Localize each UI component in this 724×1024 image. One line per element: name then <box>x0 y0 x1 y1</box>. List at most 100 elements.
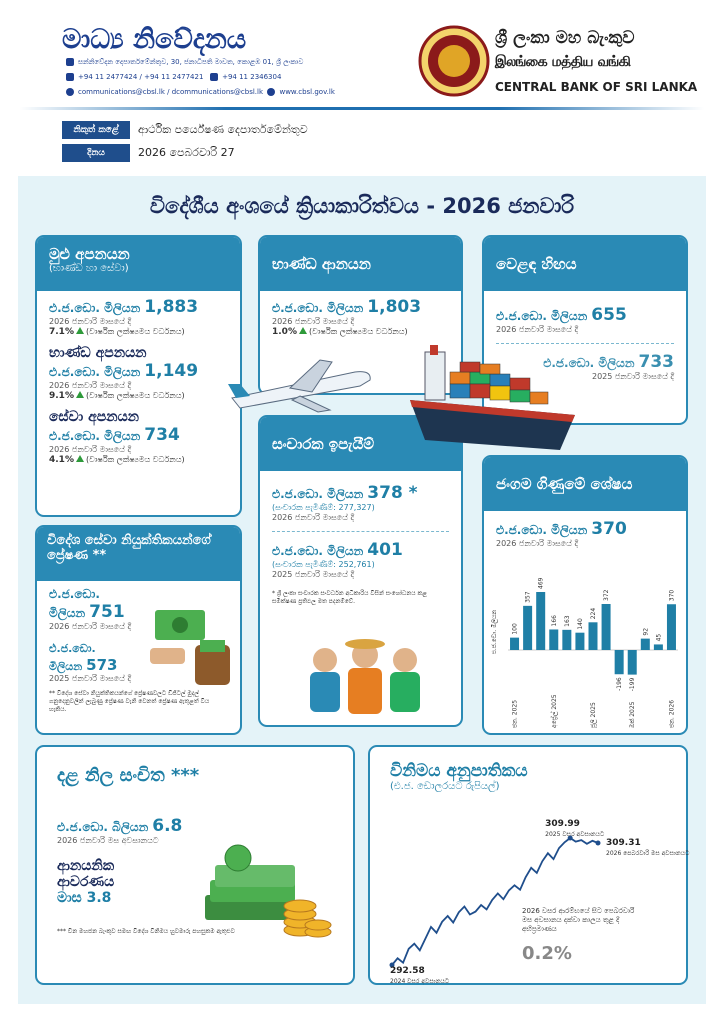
heading: භාණ්ඩ ආනයන <box>272 255 371 273</box>
growth: 4.1% (වාර්ෂික ලක්ෂ්‍යමය වර්ධනය) <box>49 455 228 465</box>
unit: එ.ජ.ඩො. මිලියන <box>49 301 141 315</box>
value-line: එ.ජ.ඩො. මිලියන 734 <box>49 425 228 445</box>
panel-header: විදේශ සේවා නියුක්තිකයන්ගේ ප්‍රේෂණ ** <box>37 527 240 581</box>
value-line: එ.ජ.ඩො. මිලියන 1,883 <box>49 297 228 317</box>
value: 734 <box>144 425 180 445</box>
unit: එ.ජ.ඩො. මිලියන <box>272 301 364 315</box>
growth-value: 1.0% <box>272 327 297 337</box>
heading: සංචාරක ඉපැයීම් <box>272 435 375 453</box>
period: 2026 ජනවාරි මාසයේ දී <box>49 622 132 631</box>
growth-note: (වාර්ෂික ලක්ෂ්‍යමය වර්ධනය) <box>308 327 408 336</box>
cover-value: මාස 3.8 <box>57 890 112 906</box>
tourism-panel: සංචාරක ඉපැයීම් එ.ජ.ඩො. මිලියන 378 * (සංචා… <box>258 415 463 727</box>
heading: විනිමය අනුපාතිකය <box>390 761 528 781</box>
release-title: මාධ්‍ය නිවේදනය <box>62 24 247 55</box>
unit: එ.ජ.ඩො. මිලියන <box>49 587 100 620</box>
growth: 9.1% (වාර්ෂික ලක්ෂ්‍යමය වර්ධනය) <box>49 391 228 401</box>
period: 2025 ජනවාරි මාසයේ දී <box>272 570 355 579</box>
heading: දළ නිල සංචිත *** <box>57 765 200 786</box>
value-line: එ.ජ.ඩො. මිලියන 378 * <box>272 483 449 503</box>
subheading: (එ.ජ. ඩොලරයට රුපියල්) <box>390 781 500 792</box>
trade-deficit-panel: වෙළඳ හිඟය එ.ජ.ඩො. මිලියන 655 2026 ජනවාරි … <box>482 235 688 425</box>
heading: ජංගම ගිණුමේ ශේෂය <box>496 475 633 493</box>
phone: +94 11 2477424 / +94 11 2477421 +94 11 2… <box>66 73 281 81</box>
header-rule <box>20 107 704 110</box>
period: 2026 ජනවාරි මාසයේ දී <box>496 325 579 334</box>
exports-panel: මුළු අපනයන (භාණ්ඩ හා සේවා) එ.ජ.ඩො. මිලියන… <box>35 235 242 517</box>
unit: එ.ජ.ඩො. මිලියන <box>496 309 588 323</box>
growth-value: 7.1% <box>49 327 74 337</box>
arrivals: (සංචාරක පැමිණීම්: 252,761) <box>272 560 375 569</box>
value-line: එ.ජ.ඩො. මිලියන 370 <box>496 519 674 539</box>
imports-panel: භාණ්ඩ ආනයන එ.ජ.ඩො. මිලියන 1,803 2026 ජනවා… <box>258 235 463 395</box>
arrivals: (සංචාරක පැමිණීම්: 277,327) <box>272 503 375 512</box>
period: 2025 ජනවාරි මාසයේ දී <box>591 372 674 381</box>
web-text: www.cbsl.gov.lk <box>279 88 335 96</box>
period: 2025 ජනවාරි මාසයේ දී <box>49 674 132 683</box>
heading: මුළු අපනයන <box>49 245 130 263</box>
value-line: එ.ජ.ඩො. බිලියන 6.8 <box>57 816 333 836</box>
period: 2026 ජනවාරි මස අවසානයට <box>57 836 159 845</box>
unit: එ.ජ.ඩො. මිලියන <box>49 365 141 379</box>
growth: 1.0% (වාර්ෂික ලක්ෂ්‍යමය වර්ධනය) <box>272 327 449 337</box>
panel-header: ජංගම ගිණුමේ ශේෂය <box>484 457 686 511</box>
value: 378 * <box>367 483 418 503</box>
value: 655 <box>591 305 627 325</box>
growth: 7.1% (වාර්ෂික ලක්ෂ්‍යමය වර්ධනය) <box>49 327 228 337</box>
phone-text: +94 11 2477424 / +94 11 2477421 <box>78 73 204 81</box>
value: 1,803 <box>367 297 422 317</box>
unit: එ.ජ.ඩො. මිලියන <box>496 523 588 537</box>
value: 1,883 <box>144 297 199 317</box>
sub-heading: භාණ්ඩ අපනයන <box>49 345 147 361</box>
value: 401 <box>367 540 403 560</box>
subheading: (භාණ්ඩ හා සේවා) <box>49 263 129 274</box>
unit: එ.ජ.ඩො. මිලියන <box>49 429 141 443</box>
period: 2026 ජනවාරි මාසයේ දී <box>272 317 355 326</box>
footnote: ** විදේශ සේවා නියුක්තිකයන්ගේ ප්‍රේෂණවලට … <box>49 690 210 713</box>
bank-name-ta: இலங்கை மத்திய வங்கி <box>495 54 632 70</box>
period: 2026 ජනවාරි මාසයේ දී <box>49 381 132 390</box>
panel-header: වෙළඳ හිඟය <box>484 237 686 291</box>
unit: එ.ජ.ඩො. මිලියන <box>49 642 96 673</box>
footnote: *** චීන මහජන බැංකුව සමඟ විදේශ විනිමය හුව… <box>57 928 235 935</box>
unit: එ.ජ.ඩො. මිලියන <box>543 356 635 370</box>
sub-heading: සේවා අපනයන <box>49 409 140 425</box>
contact: communications@cbsl.lk / dcommunications… <box>66 88 335 96</box>
cover-heading: ආනයනික ආවරණය <box>57 858 115 890</box>
period: 2026 ජනවාරි මාසයේ දී <box>49 445 132 454</box>
heading: වෙළඳ හිඟය <box>496 255 577 273</box>
exchange-rate-panel: විනිමය අනුපාතිකය (එ.ජ. ඩොලරයට රුපියල්) 2… <box>368 745 688 985</box>
value-line: එ.ජ.ඩො. මිලියන 733 <box>496 352 674 372</box>
value-line: එ.ජ.ඩො. මිලියන 751 <box>49 587 159 622</box>
heading: විදේශ සේවා නියුක්තිකයන්ගේ ප්‍රේෂණ ** <box>47 533 211 563</box>
unit: එ.ජ.ඩො. මිලියන <box>272 544 364 558</box>
growth-value: 4.1% <box>49 455 74 465</box>
footnote: * ශ්‍රී ලංකා සංචාරක සංවර්ධන අධිකාරිය විස… <box>272 590 427 605</box>
period: 2026 ජනවාරි මාසයේ දී <box>272 513 355 522</box>
address: සන්නිවේදන දෙපාර්තමේන්තුව, 30, ජනාධිපති ම… <box>66 58 303 67</box>
growth-note: (වාර්ෂික ලක්ෂ්‍යමය වර්ධනය) <box>85 455 185 464</box>
value: 733 <box>638 352 675 372</box>
note: 2026 වසර ආරම්භයේ සිට පෙබරවාරි මස අවසානය … <box>522 907 635 933</box>
panel-header: සංචාරක ඉපැයීම් <box>260 417 461 471</box>
value-line: එ.ජ.ඩො. මිලියන 401 <box>272 540 449 560</box>
info-label: දිනය <box>62 144 130 162</box>
fax-text: +94 11 2346304 <box>222 73 282 81</box>
value: 370 <box>591 519 627 539</box>
value: 1,149 <box>144 361 199 381</box>
info-label: නිකුත් කළේ <box>62 121 130 139</box>
email-text: communications@cbsl.lk / dcommunications… <box>78 88 264 96</box>
info-value: ආර්ථික පර්යේෂණ දෙපාර්තමේන්තුව <box>138 123 308 136</box>
value-line: එ.ජ.ඩො. මිලියන 573 <box>49 642 159 674</box>
infographic-title: විදේශීය අංශයේ ක්‍රියාකාරිත්වය - 2026 ජනව… <box>149 194 575 218</box>
reserves-panel: දළ නිල සංචිත *** එ.ජ.ඩො. බිලියන 6.8 2026 … <box>35 745 355 985</box>
panel-header: භාණ්ඩ ආනයන <box>260 237 461 291</box>
panel-header: මුළු අපනයන (භාණ්ඩ හා සේවා) <box>37 237 240 291</box>
value-line: එ.ජ.ඩො. මිලියන 1,803 <box>272 297 449 317</box>
value-line: එ.ජ.ඩො. මිලියන 1,149 <box>49 361 228 381</box>
cbsl-logo <box>418 25 490 97</box>
bank-name-si: ශ්‍රී ලංකා මහ බැංකුව <box>495 28 635 48</box>
value: 751 <box>89 602 125 622</box>
period: 2026 ජනවාරි මාසයේ දී <box>49 317 132 326</box>
